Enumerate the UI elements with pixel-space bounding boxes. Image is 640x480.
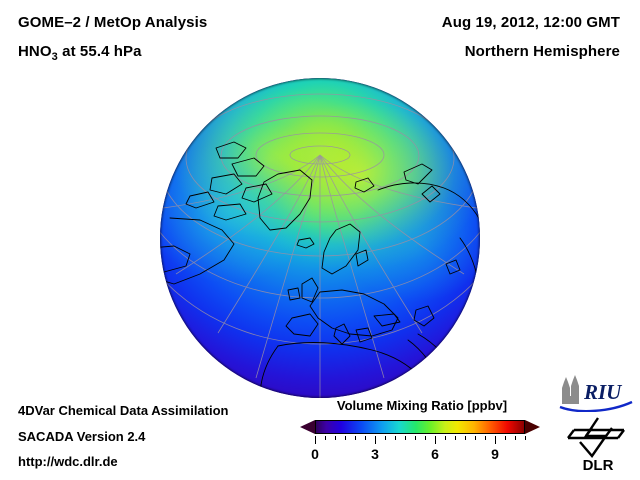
colorbar-ticks [300,436,544,445]
colorbar-tick-labels: 0 3 6 9 [300,446,544,464]
colorbar-minor-tick [345,436,346,440]
colorbar-tick-label: 6 [431,446,439,462]
graticule-overlay [160,78,480,398]
colorbar-major-tick [495,436,496,444]
coastline-overlay [160,141,480,398]
region-label: Northern Hemisphere [464,43,620,60]
footer-line-version: SACADA Version 2.4 [18,429,146,444]
riu-wordmark: RIU [583,380,623,404]
colorbar-minor-tick [365,436,366,440]
colorbar-minor-tick [335,436,336,440]
footer-line-method: 4DVar Chemical Data Assimilation [18,403,229,418]
species-level-label: HNO3 at 55.4 hPa [18,43,142,63]
colorbar-minor-tick [465,436,466,440]
colorbar-major-tick [375,436,376,444]
riu-cathedral-icon [562,375,579,404]
species-formula-prefix: HNO [18,43,52,60]
globe-orthographic-map [160,78,480,398]
riu-logo: RIU [559,375,633,412]
colorbar-minor-tick [525,436,526,440]
colorbar-minor-tick [515,436,516,440]
species-pressure-level: at 55.4 hPa [57,43,142,60]
colorbar: Volume Mixing Ratio [ppbv] 0 3 6 9 [300,398,544,464]
colorbar-minor-tick [385,436,386,440]
riu-swoosh [559,400,633,412]
colorbar-minor-tick [485,436,486,440]
dlr-wordmark: DLR [583,457,614,474]
colorbar-strip [300,418,544,436]
colorbar-minor-tick [395,436,396,440]
colorbar-minor-tick [425,436,426,440]
colorbar-tick-label: 9 [491,446,499,462]
colorbar-cap-high [525,420,540,434]
colorbar-cap-low [300,420,315,434]
colorbar-minor-tick [455,436,456,440]
colorbar-tick-label: 3 [371,446,379,462]
globe-disc [160,78,480,398]
colorbar-minor-tick [475,436,476,440]
colorbar-title: Volume Mixing Ratio [ppbv] [336,398,508,413]
colorbar-minor-tick [355,436,356,440]
dlr-logo: DLR [567,417,625,474]
colorbar-minor-tick [505,436,506,440]
colorbar-minor-tick [415,436,416,440]
footer-line-url[interactable]: http://wdc.dlr.de [18,454,118,469]
colorbar-gradient [315,420,525,434]
colorbar-tick-label: 0 [311,446,319,462]
datetime-label: Aug 19, 2012, 12:00 GMT [441,14,620,31]
dlr-mark-icon [567,417,625,458]
colorbar-major-tick [315,436,316,444]
colorbar-major-tick [435,436,436,444]
colorbar-minor-tick [325,436,326,440]
colorbar-minor-tick [445,436,446,440]
species-formula-subscript: 3 [51,51,58,63]
page-title: GOME–2 / MetOp Analysis [18,14,208,31]
colorbar-minor-tick [405,436,406,440]
